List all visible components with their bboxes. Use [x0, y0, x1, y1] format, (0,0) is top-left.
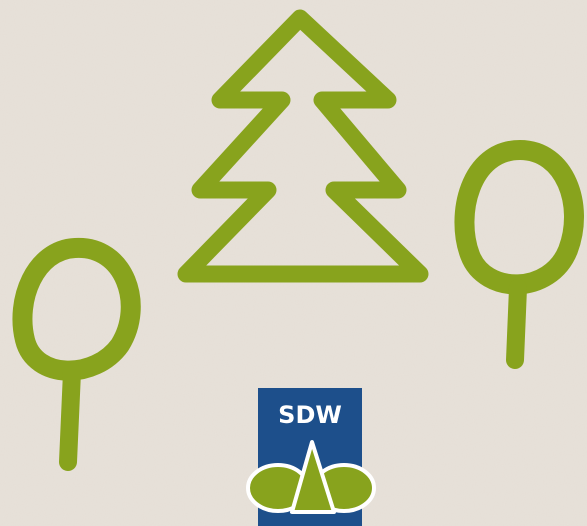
page: SDW (() => { const data = JSON.parse(doc…	[0, 0, 587, 526]
logo-text: SDW	[278, 401, 342, 429]
scene: SDW	[0, 0, 587, 526]
round-tree-left-trunk	[68, 372, 72, 462]
round-tree-right-trunk	[515, 288, 518, 360]
logo: SDW	[248, 388, 374, 526]
